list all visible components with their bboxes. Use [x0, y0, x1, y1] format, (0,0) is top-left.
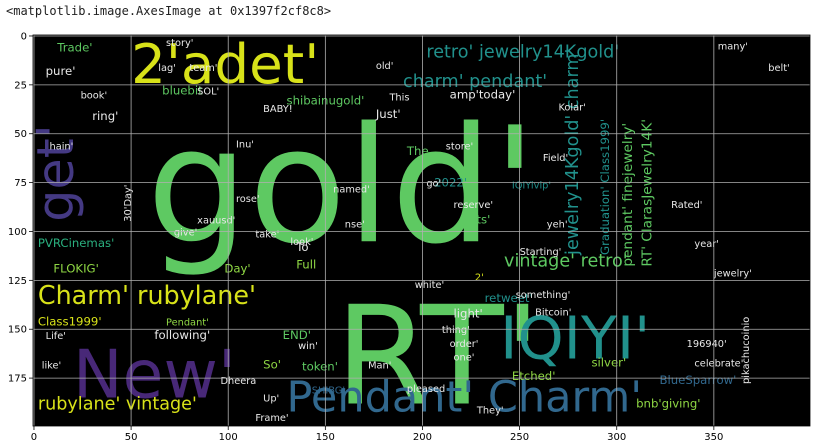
- wordcloud-word: reserve': [454, 200, 494, 211]
- wordcloud-word: Starting': [520, 247, 562, 258]
- wordcloud-word: Pendant' Charm': [286, 372, 642, 422]
- wordcloud-word: Life': [46, 331, 66, 342]
- wordcloud-word: win': [298, 341, 318, 352]
- wordcloud-word: SOL': [197, 87, 219, 98]
- wordcloud-word: Graduation' Class1999': [598, 119, 612, 255]
- wordcloud-word: Class1999': [38, 314, 102, 328]
- wordcloud-word: FLOKIG': [53, 262, 98, 276]
- wordcloud-word: many': [718, 42, 748, 53]
- wordcloud-word: year': [694, 239, 719, 250]
- wordcloud-word: ring': [92, 109, 118, 123]
- x-tick-label: 150: [316, 432, 335, 443]
- wordcloud-word: RT' ClarasJewelry14K': [640, 119, 656, 267]
- wordcloud-word: story': [166, 38, 193, 49]
- wordcloud-word: Pendant': [166, 317, 209, 328]
- wordcloud-word: book': [81, 91, 108, 102]
- wordcloud-word: nse': [345, 220, 365, 231]
- wordcloud-word: IQIYI': [500, 305, 650, 373]
- x-tick-label: 350: [704, 432, 723, 443]
- wordcloud-word: take': [255, 229, 279, 240]
- wordcloud-word: bnb'giving': [636, 396, 700, 410]
- wordcloud-word: pure': [46, 64, 76, 78]
- wordcloud-word: celebrate': [694, 358, 743, 369]
- wordcloud-word: Etched': [512, 369, 556, 383]
- x-tick-label: 200: [413, 432, 432, 443]
- y-tick-label: 150: [8, 325, 27, 336]
- wordcloud-word: Rated': [671, 200, 702, 211]
- x-tick-label: 50: [125, 432, 138, 443]
- wordcloud-word: xauusd': [197, 216, 235, 227]
- wordcloud-word: hain': [50, 141, 74, 152]
- wordcloud-word: Inu': [236, 139, 254, 150]
- wordcloud-word: jewelry': [713, 268, 752, 279]
- wordcloud-word: IQIYivip': [512, 180, 551, 191]
- wordcloud-word: Kolar': [558, 102, 585, 113]
- wordcloud-word: lag': [158, 63, 176, 74]
- wordcloud-word: following': [154, 328, 210, 342]
- y-tick-label: 100: [8, 227, 27, 238]
- wordcloud-word: named': [333, 184, 370, 195]
- wordcloud-word: go': [426, 179, 441, 190]
- y-tick-label: 175: [8, 374, 27, 385]
- wordcloud-word: Just': [375, 107, 401, 121]
- wordcloud-word: one': [454, 353, 475, 364]
- wordcloud-word: old': [376, 61, 394, 72]
- wordcloud-word: BlueSparrow': [659, 373, 736, 387]
- wordcloud-word: like': [42, 360, 62, 371]
- y-tick-label: 0: [21, 31, 27, 42]
- wordcloud-word: belt': [768, 63, 790, 74]
- x-tick-label: 0: [31, 432, 37, 443]
- wordcloud-word: give': [174, 227, 197, 238]
- wordcloud-word: thing': [442, 325, 470, 336]
- wordcloud-word: store': [446, 141, 473, 152]
- x-tick-label: 300: [607, 432, 626, 443]
- wordcloud-word: Trade': [56, 41, 92, 55]
- wordcloud-word: order': [450, 339, 479, 350]
- wordcloud-word: get': [26, 124, 85, 221]
- wordcloud-word: Up': [263, 394, 279, 405]
- wordcloud-word: silver': [591, 355, 626, 369]
- y-tick-label: 50: [14, 129, 27, 140]
- x-tick-label: 250: [510, 432, 529, 443]
- wordcloud-word: Full: [296, 258, 316, 272]
- wordcloud-word: Charm' rubylane': [38, 280, 256, 310]
- wordcloud-word: They': [476, 405, 504, 416]
- wordcloud-word: 2': [475, 272, 484, 283]
- wordcloud-word: Man': [368, 360, 391, 371]
- wordcloud-word: Frame': [255, 413, 288, 424]
- wordcloud-word: BABY!: [263, 104, 293, 115]
- wordcloud-word: light': [454, 306, 483, 320]
- wordcloud-word: token': [302, 359, 338, 373]
- wordcloud-word: amp'today': [450, 88, 516, 102]
- wordcloud-word: Field': [543, 153, 568, 164]
- wordcloud-word: rubylane' vintage': [38, 394, 197, 414]
- wordcloud-word: pikachucoinio: [741, 317, 752, 384]
- wordcloud-word: rose': [236, 194, 260, 205]
- wordcloud-word: something': [516, 290, 571, 301]
- wordcloud-word: The: [406, 144, 429, 158]
- wordcloud-word: white': [415, 280, 445, 291]
- wordcloud-word: So': [263, 357, 281, 371]
- wordcloud-word: Its': [473, 213, 490, 227]
- y-tick-label: 25: [14, 80, 27, 91]
- wordcloud-word: team': [189, 63, 217, 74]
- y-tick-label: 75: [14, 178, 27, 189]
- wordcloud-word: yeh': [547, 220, 568, 231]
- wordcloud-word: Bitcoin': [535, 308, 571, 319]
- plot-area: gold'RT'2'adet'get'New' IQIYI'Pendant' Ch…: [26, 32, 810, 437]
- wordcloud-word: PVRCinemas': [38, 236, 114, 250]
- wordcloud-word: 30'Day': [123, 184, 134, 221]
- y-tick-label: 125: [8, 276, 27, 287]
- wordcloud-word: look': [290, 237, 313, 248]
- wordcloud-word: pendant' finejewelry': [620, 123, 636, 267]
- wordcloud-word: This: [388, 92, 409, 103]
- wordcloud-word: retro' jewelry14Kgold': [426, 42, 619, 62]
- wordcloud-word: pleased: [407, 384, 445, 395]
- x-tick-label: 100: [219, 432, 238, 443]
- wordcloud-word: 196940': [687, 339, 727, 350]
- wordcloud-word: SHIBG': [312, 386, 345, 397]
- wordcloud-word: Dheera: [220, 376, 256, 387]
